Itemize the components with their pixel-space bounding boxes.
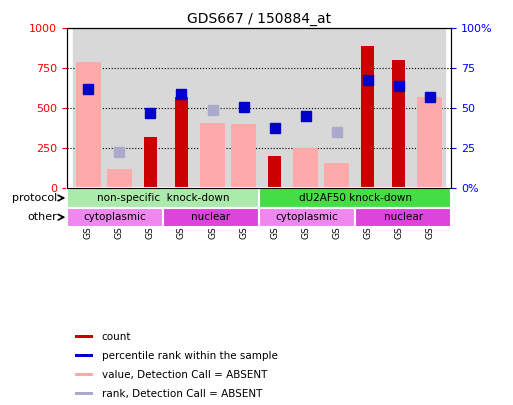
Title: GDS667 / 150884_at: GDS667 / 150884_at [187, 12, 331, 26]
Bar [75, 392, 93, 395]
Bar [362, 46, 374, 188]
Bar [259, 188, 451, 208]
Bar [293, 148, 318, 188]
Bar [75, 335, 93, 338]
Bar [166, 28, 197, 188]
Bar [392, 60, 405, 188]
Text: protocol: protocol [12, 193, 57, 203]
Bar [67, 208, 163, 227]
Bar [321, 28, 352, 188]
Bar [76, 62, 101, 188]
Bar [104, 28, 135, 188]
Bar [228, 28, 259, 188]
Text: value, Detection Call = ABSENT: value, Detection Call = ABSENT [102, 370, 267, 380]
Bar [135, 28, 166, 188]
Text: cytoplasmic: cytoplasmic [276, 212, 339, 222]
Bar [197, 28, 228, 188]
Bar [67, 188, 259, 208]
Bar [163, 208, 259, 227]
Bar [231, 124, 256, 188]
Text: cytoplasmic: cytoplasmic [84, 212, 146, 222]
Text: dU2AF50 knock-down: dU2AF50 knock-down [299, 193, 412, 203]
Bar [200, 123, 225, 188]
Bar [259, 208, 355, 227]
Bar [352, 28, 383, 188]
Bar [73, 28, 104, 188]
Bar [383, 28, 414, 188]
Text: nuclear: nuclear [384, 212, 423, 222]
Bar [175, 97, 188, 188]
Bar [290, 28, 321, 188]
Text: other: other [27, 212, 57, 222]
Bar [166, 28, 197, 188]
Bar [228, 28, 259, 188]
Bar [414, 28, 445, 188]
Bar [107, 169, 132, 188]
Text: rank, Detection Call = ABSENT: rank, Detection Call = ABSENT [102, 389, 262, 399]
Bar [414, 28, 445, 188]
Bar [321, 28, 352, 188]
Bar [104, 28, 135, 188]
Bar [383, 28, 414, 188]
Text: percentile rank within the sample: percentile rank within the sample [102, 351, 278, 361]
Bar [417, 97, 442, 188]
Bar [135, 28, 166, 188]
Bar [144, 137, 156, 188]
Text: count: count [102, 332, 131, 342]
Bar [259, 28, 290, 188]
Bar [197, 28, 228, 188]
Bar [352, 28, 383, 188]
Bar [259, 28, 290, 188]
Text: nuclear: nuclear [191, 212, 230, 222]
Bar [75, 354, 93, 357]
Text: non-specific  knock-down: non-specific knock-down [96, 193, 229, 203]
Bar [73, 28, 104, 188]
Bar [75, 373, 93, 376]
Bar [268, 156, 281, 188]
Bar [290, 28, 321, 188]
Bar [324, 163, 349, 188]
Bar [355, 208, 451, 227]
